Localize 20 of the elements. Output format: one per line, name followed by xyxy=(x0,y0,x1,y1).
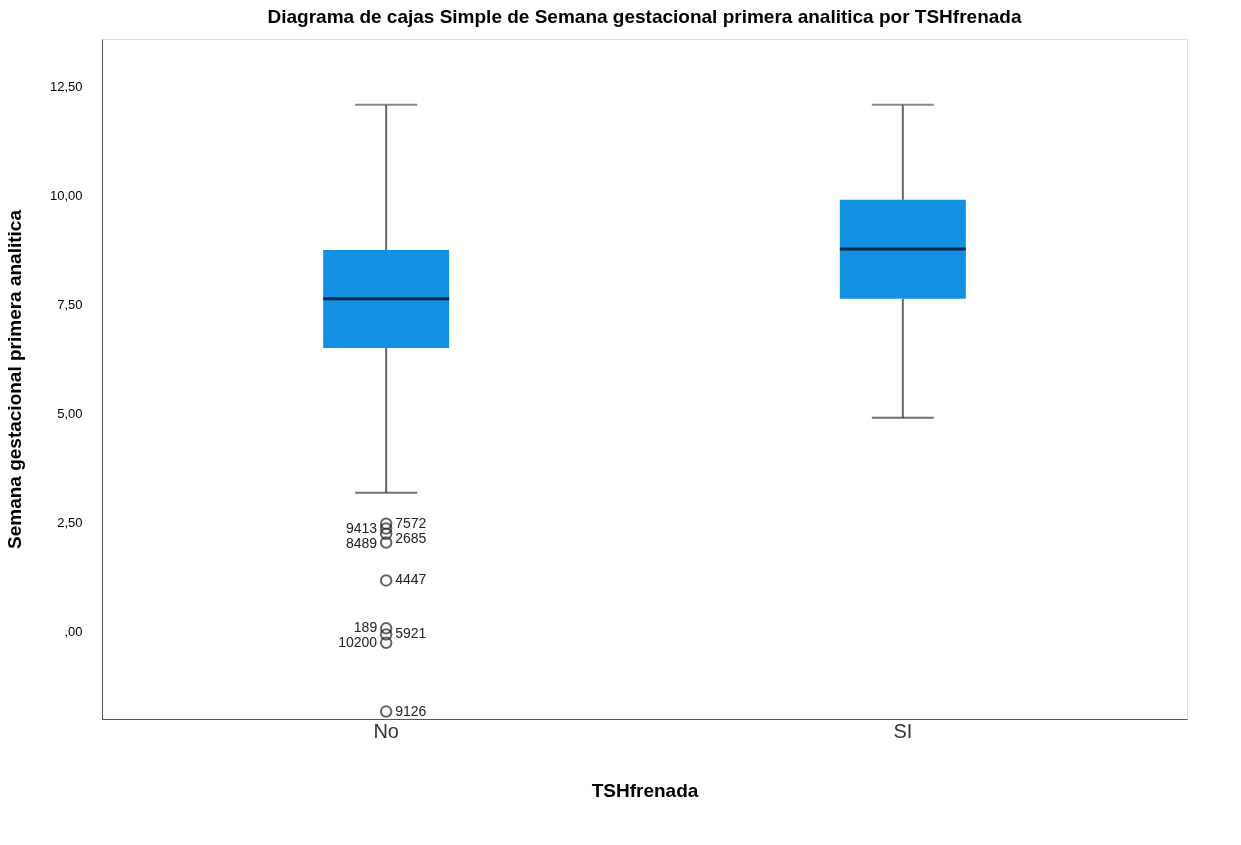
y-tick-label: 12,50 xyxy=(49,79,83,95)
annotation: 4447 xyxy=(395,571,427,588)
y-tick-label: 5,00 xyxy=(57,406,83,422)
annotation: 9413 xyxy=(346,519,378,536)
annotation: 5921 xyxy=(395,625,427,642)
y-tick-label: 10,00 xyxy=(49,188,83,204)
y-axis-title: Semana gestacional primera analitica xyxy=(3,209,25,549)
annotation: 7572 xyxy=(395,514,427,531)
x-axis-title: TSHfrenada xyxy=(591,779,699,801)
y-tick-label: 2,50 xyxy=(57,515,83,531)
annotation: 8489 xyxy=(346,534,378,551)
annotation: 10200 xyxy=(338,634,378,651)
annotation: 2685 xyxy=(395,529,427,546)
x-tick-label: No xyxy=(373,719,399,742)
y-tick-label: 7,50 xyxy=(57,297,83,313)
annotation: 189 xyxy=(353,619,378,636)
x-tick-label: SI xyxy=(893,719,913,742)
chart-title: Diagrama de cajas Simple de Semana gestacional primera analitica por TSHfrenada xyxy=(267,6,1022,27)
y-tick-label: ,00 xyxy=(64,624,83,640)
annotation: 9126 xyxy=(395,702,427,719)
